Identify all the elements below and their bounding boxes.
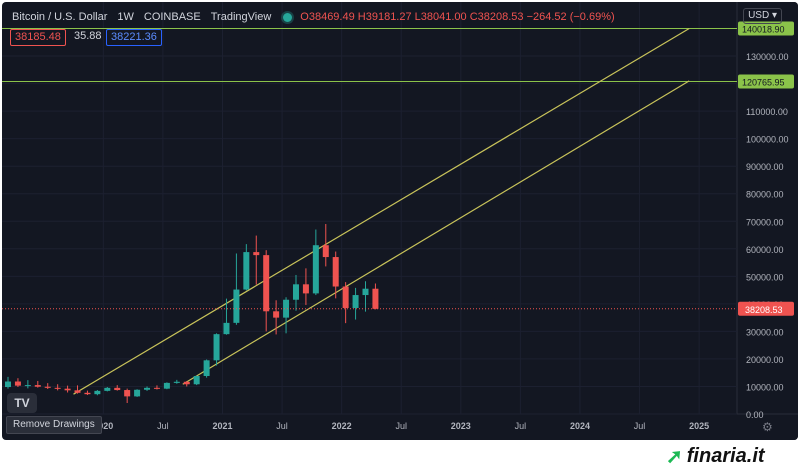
candle-body [342,286,349,308]
candle-body [153,387,160,389]
candle-body [74,390,81,393]
candle-body [302,284,309,294]
finaria-logo-icon: ➚ [666,445,683,468]
candle-body [193,376,200,385]
tradingview-logo[interactable]: TV [7,393,37,413]
candle-body [283,299,290,318]
candle-body [183,381,190,385]
candle-body [34,385,41,387]
candle-body [94,390,101,395]
candle-body [84,392,91,395]
horizontal-line-price-label: 140018.90 [742,24,785,34]
x-tick-label: 2021 [212,421,232,431]
candle-body [292,284,299,300]
horizontal-line-price-tag [738,21,794,36]
horizontal-line-price-tag [738,74,794,89]
spread-value: 35.88 [74,30,102,42]
candle-body [352,295,359,308]
candle-body [312,245,319,294]
x-tick-label: Jul [395,421,407,431]
y-tick-label: 30000.00 [746,327,784,337]
market-status-icon [283,12,293,22]
source-label: TradingView [210,11,272,23]
x-tick-label: 2025 [689,421,709,431]
y-tick-label: 20000.00 [746,355,784,365]
ask-price-button[interactable]: 38221.36 [106,29,162,46]
x-tick-label: Jul [634,421,646,431]
x-tick-label: 2020 [93,421,113,431]
gear-icon[interactable]: ⚙ [762,420,773,434]
candle-body [213,334,220,361]
ohlc-values: O38469.49 H39181.27 L38041.00 C38208.53 … [300,11,615,23]
candle-body [134,389,141,397]
x-tick-label: Jul [157,421,169,431]
candle-body [263,255,270,312]
trend-line-drawing[interactable] [182,80,690,385]
timeframe-label[interactable]: 1W [117,11,134,23]
y-tick-label: 70000.00 [746,217,784,227]
candle-body [243,252,250,290]
candle-body [233,289,240,323]
candle-body [173,381,180,383]
chart-legend: Bitcoin / U.S. Dollar 1W COINBASE Tradin… [12,10,615,24]
y-tick-label: 110000.00 [746,107,788,117]
y-tick-label: 80000.00 [746,190,784,200]
finaria-brand: ➚ finaria.it [666,442,765,470]
candle-body [14,381,21,386]
x-tick-label: 2024 [570,421,590,431]
candle-body [54,387,61,389]
candle-body [163,382,170,389]
candle-body [322,245,329,258]
candle-body [5,381,11,388]
exchange-label: COINBASE [143,11,201,23]
last-price-tag [738,301,794,316]
last-price-label: 38208.53 [745,305,783,315]
candle-body [372,288,379,309]
currency-dropdown[interactable]: USD ▾ [743,8,782,24]
candle-body [332,257,339,287]
candle-body [362,288,369,296]
horizontal-line-price-label: 120765.95 [742,77,785,87]
y-tick-label: 0.00 [746,410,764,420]
bid-price-button[interactable]: 38185.48 [10,29,66,46]
y-tick-label: 90000.00 [746,162,784,172]
price-chart[interactable]: 0.0010000.0020000.0030000.0040000.005000… [2,2,798,440]
candle-body [64,388,71,391]
candle-body [253,252,260,256]
candle-body [114,387,121,391]
candle-body [104,387,111,391]
y-tick-label: 60000.00 [746,245,784,255]
x-tick-label: Jul [276,421,288,431]
x-tick-label: Jul [515,421,527,431]
candle-body [273,311,280,318]
candle-body [203,360,210,377]
chart-panel[interactable]: 0.0010000.0020000.0030000.0040000.005000… [2,2,798,440]
y-tick-label: 130000.00 [746,52,789,62]
candle-body [44,386,51,388]
finaria-name: finaria.it [686,444,765,467]
candle-body [223,322,230,335]
candle-body [24,385,31,387]
candle-body [124,390,131,397]
y-tick-label: 50000.00 [746,272,784,282]
y-tick-label: 10000.00 [746,382,784,392]
x-tick-label: 2023 [451,421,471,431]
y-tick-label: 100000.00 [746,135,789,145]
trend-line-drawing[interactable] [73,27,690,395]
candle-body [144,387,151,390]
remove-drawings-tooltip: Remove Drawings [6,416,102,434]
x-tick-label: 2022 [332,421,352,431]
symbol-label[interactable]: Bitcoin / U.S. Dollar [12,11,108,23]
